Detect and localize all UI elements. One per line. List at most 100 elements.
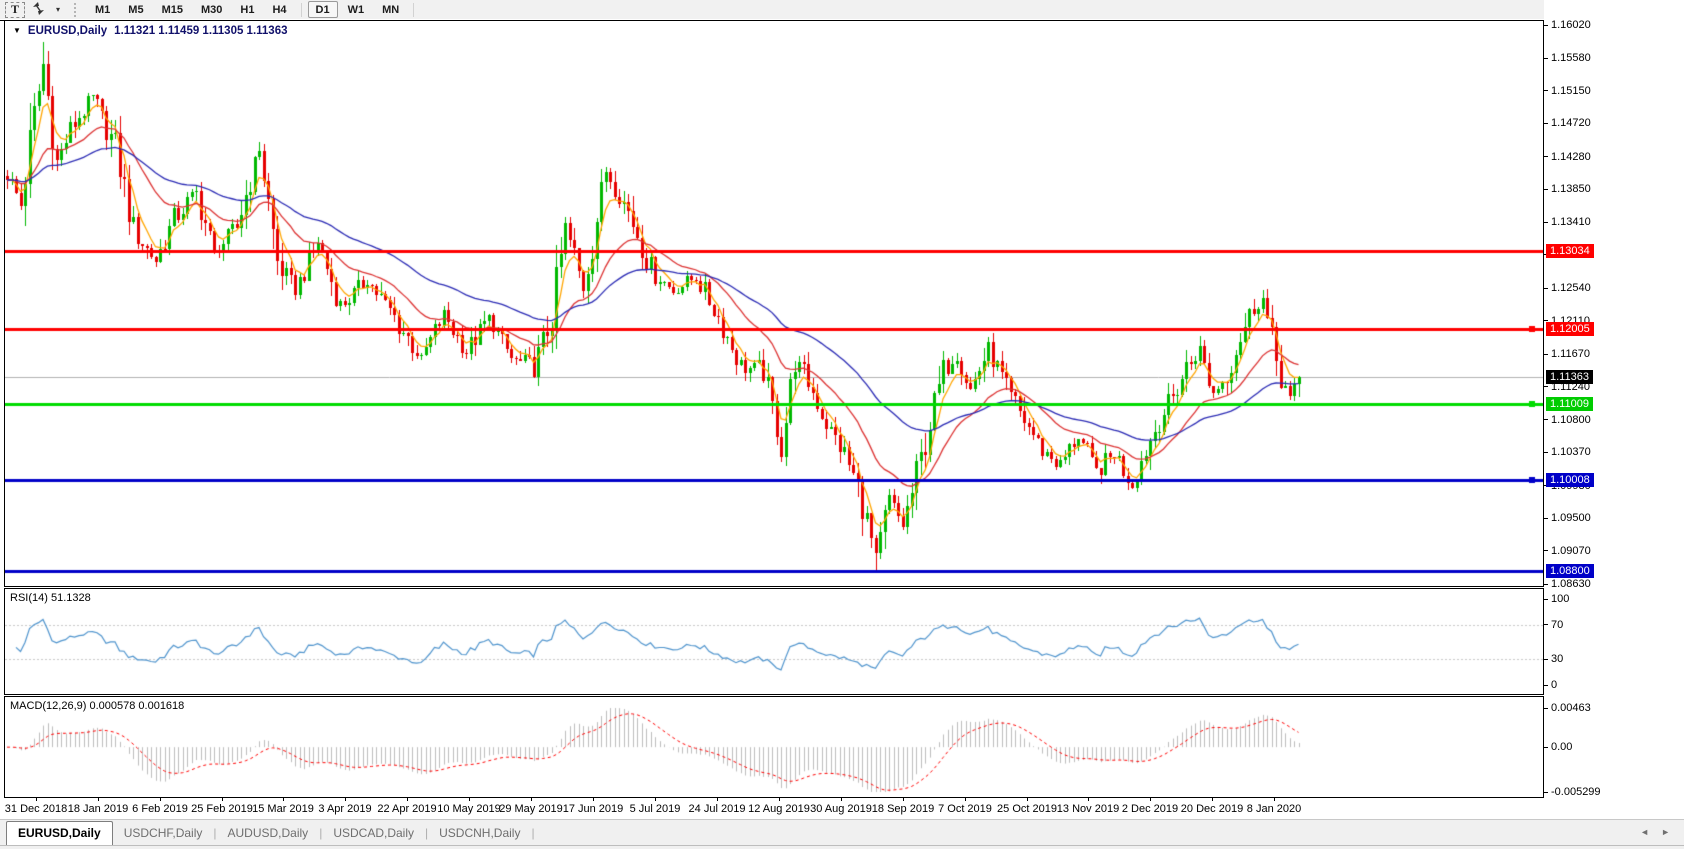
timeframe-m30-button[interactable]: M30 <box>193 1 230 18</box>
date-tick-label: 17 Jun 2019 <box>562 803 624 815</box>
arrows-tool-button[interactable] <box>27 1 49 18</box>
rsi-tick-label: 100 <box>1544 592 1569 606</box>
tab-separator: | <box>425 826 429 840</box>
date-tick-mark <box>160 798 161 801</box>
date-tick-mark <box>1212 798 1213 801</box>
date-tick-label: 6 Feb 2019 <box>132 803 188 815</box>
chart-tab-bar: EURUSD,Daily USDCHF,Daily | AUDUSD,Daily… <box>0 819 1684 845</box>
hline-price-marker: 1.12005 <box>1546 321 1594 336</box>
macd-tick-label: -0.005299 <box>1544 785 1601 799</box>
timeframe-m5-button[interactable]: M5 <box>120 1 151 18</box>
date-tick-label: 20 Dec 2019 <box>1180 803 1244 815</box>
date-tick-label: 29 May 2019 <box>499 803 563 815</box>
date-tick-label: 18 Jan 2019 <box>67 803 129 815</box>
date-tick-label: 2 Dec 2019 <box>1121 803 1179 815</box>
rsi-tick-label: 0 <box>1544 678 1557 692</box>
price-tick-label: 1.16020 <box>1544 18 1591 32</box>
text-tool-button[interactable]: T <box>5 1 25 18</box>
date-tick-mark <box>965 798 966 801</box>
price-chart-panel: ▼ EURUSD,Daily 1.11321 1.11459 1.11305 1… <box>4 20 1544 587</box>
toolbar-grip <box>74 2 80 17</box>
price-tick-label: 1.08630 <box>1544 577 1591 591</box>
timeframe-m1-button[interactable]: M1 <box>87 1 118 18</box>
date-tick-label: 15 Mar 2019 <box>252 803 314 815</box>
date-tick-mark <box>903 798 904 801</box>
date-tick-mark <box>36 798 37 801</box>
date-tick-label: 10 May 2019 <box>437 803 501 815</box>
price-tick-label: 1.09500 <box>1544 511 1591 525</box>
timeframe-group: M1 M5 M15 M30 H1 H4 D1 W1 MN <box>86 1 419 18</box>
date-tick-label: 25 Oct 2019 <box>997 803 1057 815</box>
price-tick-label: 1.15580 <box>1544 51 1591 65</box>
tab-usdcnh-daily[interactable]: USDCNH,Daily <box>439 826 521 840</box>
date-tick-mark <box>469 798 470 801</box>
status-strip <box>0 845 1684 849</box>
date-tick-mark <box>283 798 284 801</box>
date-tick-label: 30 Aug 2019 <box>810 803 872 815</box>
price-tick-label: 1.10370 <box>1544 445 1591 459</box>
date-tick-mark <box>593 798 594 801</box>
date-tick-mark <box>407 798 408 801</box>
chart-window-title: ▼ EURUSD,Daily 1.11321 1.11459 1.11305 1… <box>13 25 288 37</box>
macd-tick-label: 0.00463 <box>1544 701 1591 715</box>
hline-price-marker: 1.13034 <box>1546 243 1594 258</box>
tab-usdchf-daily[interactable]: USDCHF,Daily <box>123 826 203 840</box>
price-tick-label: 1.11670 <box>1544 347 1590 361</box>
price-tick-label: 1.14280 <box>1544 150 1591 164</box>
hline-price-marker: 1.11009 <box>1546 397 1593 412</box>
price-tick-label: 1.13410 <box>1544 215 1591 229</box>
date-tick-mark <box>841 798 842 801</box>
date-tick-mark <box>1274 798 1275 801</box>
date-tick-label: 13 Nov 2019 <box>1056 803 1120 815</box>
chart-menu-icon[interactable]: ▼ <box>13 26 21 35</box>
tab-separator: | <box>213 826 217 840</box>
tab-usdcad-daily[interactable]: USDCAD,Daily <box>333 826 414 840</box>
timeframe-d1-button[interactable]: D1 <box>307 1 338 18</box>
timeframe-mn-button[interactable]: MN <box>374 1 407 18</box>
tab-audusd-daily[interactable]: AUDUSD,Daily <box>227 826 309 840</box>
hline-price-marker: 1.08800 <box>1546 564 1594 579</box>
hline-price-marker: 1.10008 <box>1546 472 1594 487</box>
price-tick-label: 1.13850 <box>1544 182 1591 196</box>
price-tick-label: 1.09070 <box>1544 544 1591 558</box>
timeframe-h4-button[interactable]: H4 <box>264 1 294 18</box>
price-chart-canvas[interactable] <box>5 21 1543 586</box>
price-tick-label: 1.14720 <box>1544 116 1591 130</box>
toolbar-separator <box>300 2 302 17</box>
date-tick-mark <box>531 798 532 801</box>
arrows-tool-icon <box>32 1 45 18</box>
rsi-indicator-label: RSI(14) 51.1328 <box>10 592 91 604</box>
date-tick-label: 31 Dec 2018 <box>4 803 68 815</box>
rsi-tick-label: 70 <box>1544 618 1563 632</box>
toolbar-separator <box>413 2 415 17</box>
tab-eurusd-daily[interactable]: EURUSD,Daily <box>6 821 113 845</box>
price-tick-label: 1.10800 <box>1544 413 1591 427</box>
date-tick-label: 24 Jul 2019 <box>688 803 746 815</box>
timeframe-m15-button[interactable]: M15 <box>154 1 191 18</box>
macd-indicator-label: MACD(12,26,9) 0.000578 0.001618 <box>10 700 185 712</box>
price-axis[interactable]: 1.16020 1.15580 1.15150 1.14720 1.14280 1.138… <box>1544 0 1684 849</box>
date-tick-label: 5 Jul 2019 <box>629 803 681 815</box>
price-tick-label: 1.15150 <box>1544 84 1591 98</box>
date-tick-label: 8 Jan 2020 <box>1246 803 1302 815</box>
timeframe-h1-button[interactable]: H1 <box>232 1 262 18</box>
rsi-canvas[interactable] <box>5 589 1543 694</box>
macd-panel: MACD(12,26,9) 0.000578 0.001618 <box>4 696 1544 798</box>
chart-symbol-title: EURUSD,Daily <box>27 25 108 37</box>
rsi-tick-label: 30 <box>1544 652 1563 666</box>
toolbar-dropdown-caret-icon[interactable]: ▾ <box>51 2 65 18</box>
tab-scroll-left-icon[interactable]: ◄ <box>1640 827 1650 837</box>
tab-separator: | <box>319 826 323 840</box>
macd-canvas[interactable] <box>5 697 1543 797</box>
tab-separator: | <box>531 826 535 840</box>
tab-scroll-controls: ◄ ► <box>1640 827 1670 837</box>
timeframe-w1-button[interactable]: W1 <box>340 1 373 18</box>
date-tick-mark <box>1150 798 1151 801</box>
date-tick-mark <box>717 798 718 801</box>
date-tick-mark <box>345 798 346 801</box>
tab-scroll-right-icon[interactable]: ► <box>1661 827 1670 837</box>
date-tick-label: 7 Oct 2019 <box>938 803 992 815</box>
date-tick-label: 25 Feb 2019 <box>191 803 253 815</box>
date-axis[interactable]: 31 Dec 2018 18 Jan 2019 6 Feb 2019 25 Feb 2… <box>4 798 1544 819</box>
price-tick-label: 1.12540 <box>1544 281 1591 295</box>
